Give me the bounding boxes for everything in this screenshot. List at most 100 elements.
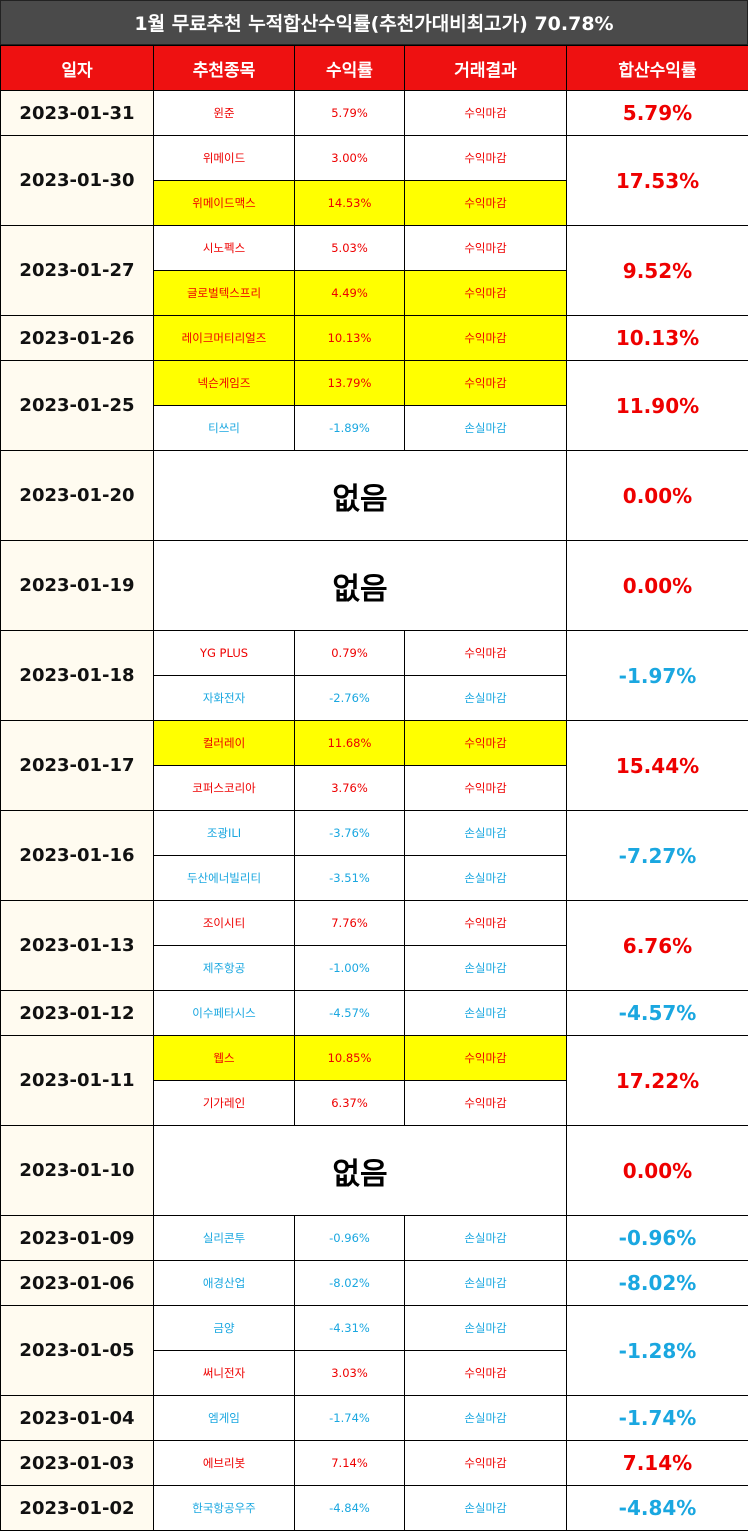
stock-name: 조광ILI <box>153 810 295 856</box>
stock-name: 이수페타시스 <box>153 990 295 1036</box>
return-rate: 7.76% <box>294 900 405 946</box>
return-rate: -2.76% <box>294 675 405 721</box>
stock-name: 티쓰리 <box>153 405 295 451</box>
date-cell: 2023-01-03 <box>0 1440 154 1486</box>
trade-result: 손실마감 <box>404 1395 567 1441</box>
return-rate: 11.68% <box>294 720 405 766</box>
table-row: 2023-01-19 없음 0.00% <box>0 540 748 631</box>
table-row: 2023-01-09 실리콘투 -0.96% 손실마감 -0.96% <box>0 1215 748 1261</box>
combined-return: -1.97% <box>566 630 748 721</box>
table-row: 2023-01-11 웹스 10.85% 수익마감 17.22% <box>0 1035 748 1126</box>
trade-result: 손실마감 <box>404 675 567 721</box>
trade-result: 수익마감 <box>404 720 567 766</box>
return-rate: 5.03% <box>294 225 405 271</box>
combined-return: 0.00% <box>566 540 748 631</box>
date-cell: 2023-01-12 <box>0 990 154 1036</box>
stock-name: 윈준 <box>153 90 295 136</box>
stock-name: 위메이드맥스 <box>153 180 295 226</box>
return-rate: -1.89% <box>294 405 405 451</box>
trade-result: 수익마감 <box>404 1035 567 1081</box>
table-row: 2023-01-10 없음 0.00% <box>0 1125 748 1216</box>
return-rate: 14.53% <box>294 180 405 226</box>
return-rate: 3.03% <box>294 1350 405 1396</box>
stock-name: 애경산업 <box>153 1260 295 1306</box>
table-row: 2023-01-16 조광ILI -3.76% 손실마감 -7.27% <box>0 810 748 901</box>
return-rate: 10.85% <box>294 1035 405 1081</box>
stock-name: 코퍼스코리아 <box>153 765 295 811</box>
header-result: 거래결과 <box>404 45 567 91</box>
date-cell: 2023-01-20 <box>0 450 154 541</box>
table-row: 2023-01-30 위메이드 3.00% 수익마감 17.53% <box>0 135 748 226</box>
date-cell: 2023-01-31 <box>0 90 154 136</box>
table-row: 2023-01-25 넥슨게임즈 13.79% 수익마감 11.90% <box>0 360 748 451</box>
no-recommendation: 없음 <box>153 1125 567 1216</box>
combined-return: 17.22% <box>566 1035 748 1126</box>
return-rate: 5.79% <box>294 90 405 136</box>
table-row: 2023-01-31 윈준 5.79% 수익마감 5.79% <box>0 90 748 136</box>
combined-return: 10.13% <box>566 315 748 361</box>
header-stock: 추천종목 <box>153 45 295 91</box>
return-rate: -4.84% <box>294 1485 405 1531</box>
trade-result: 수익마감 <box>404 1440 567 1486</box>
trade-result: 수익마감 <box>404 765 567 811</box>
combined-return: 11.90% <box>566 360 748 451</box>
date-cell: 2023-01-04 <box>0 1395 154 1441</box>
trade-result: 손실마감 <box>404 405 567 451</box>
trade-result: 수익마감 <box>404 225 567 271</box>
stock-name: 위메이드 <box>153 135 295 181</box>
date-cell: 2023-01-10 <box>0 1125 154 1216</box>
trade-result: 손실마감 <box>404 990 567 1036</box>
table-row: 2023-01-17 컬러레이 11.68% 수익마감 15.44% <box>0 720 748 811</box>
trade-result: 손실마감 <box>404 1305 567 1351</box>
table-row: 코퍼스코리아 3.76% 수익마감 <box>1 765 748 811</box>
combined-return: 0.00% <box>566 1125 748 1216</box>
date-cell: 2023-01-16 <box>0 810 154 901</box>
table-row: 2023-01-02 한국항공우주 -4.84% 손실마감 -4.84% <box>0 1485 748 1531</box>
return-rate: -3.76% <box>294 810 405 856</box>
stock-name: 금양 <box>153 1305 295 1351</box>
table-header-row: 일자 추천종목 수익률 거래결과 합산수익률 <box>0 45 748 91</box>
return-rate: -0.96% <box>294 1215 405 1261</box>
return-rate: -1.74% <box>294 1395 405 1441</box>
table-row: 써니전자 3.03% 수익마감 <box>1 1350 748 1396</box>
stock-name: 넥슨게임즈 <box>153 360 295 406</box>
table-row: 2023-01-12 이수페타시스 -4.57% 손실마감 -4.57% <box>0 990 748 1036</box>
date-cell: 2023-01-06 <box>0 1260 154 1306</box>
combined-return: -8.02% <box>566 1260 748 1306</box>
date-cell: 2023-01-05 <box>0 1305 154 1396</box>
table-row: 2023-01-27 시노펙스 5.03% 수익마감 9.52% <box>0 225 748 316</box>
combined-return: 6.76% <box>566 900 748 991</box>
stock-name: 써니전자 <box>153 1350 295 1396</box>
combined-return: -4.84% <box>566 1485 748 1531</box>
table-row: 2023-01-06 애경산업 -8.02% 손실마감 -8.02% <box>0 1260 748 1306</box>
combined-return: 9.52% <box>566 225 748 316</box>
return-rate: 3.76% <box>294 765 405 811</box>
stock-name: 자화전자 <box>153 675 295 721</box>
return-rate: -1.00% <box>294 945 405 991</box>
trade-result: 수익마감 <box>404 1080 567 1126</box>
trade-result: 수익마감 <box>404 1350 567 1396</box>
table-row: 2023-01-03 에브리봇 7.14% 수익마감 7.14% <box>0 1440 748 1486</box>
return-rate: 6.37% <box>294 1080 405 1126</box>
date-cell: 2023-01-27 <box>0 225 154 316</box>
no-recommendation: 없음 <box>153 540 567 631</box>
trade-result: 수익마감 <box>404 135 567 181</box>
trade-result: 수익마감 <box>404 630 567 676</box>
return-rate: 3.00% <box>294 135 405 181</box>
trade-result: 손실마감 <box>404 1260 567 1306</box>
trade-result: 손실마감 <box>404 1215 567 1261</box>
combined-return: -0.96% <box>566 1215 748 1261</box>
table-row: 티쓰리 -1.89% 손실마감 <box>1 405 748 451</box>
return-rate: -4.57% <box>294 990 405 1036</box>
trade-result: 수익마감 <box>404 180 567 226</box>
date-cell: 2023-01-18 <box>0 630 154 721</box>
date-cell: 2023-01-25 <box>0 360 154 451</box>
return-rate: 10.13% <box>294 315 405 361</box>
stock-name: 글로벌텍스프리 <box>153 270 295 316</box>
return-rate: -3.51% <box>294 855 405 901</box>
table-row: 2023-01-13 조이시티 7.76% 수익마감 6.76% <box>0 900 748 991</box>
return-rate: -8.02% <box>294 1260 405 1306</box>
return-rate: 4.49% <box>294 270 405 316</box>
no-recommendation: 없음 <box>153 450 567 541</box>
combined-return: 15.44% <box>566 720 748 811</box>
